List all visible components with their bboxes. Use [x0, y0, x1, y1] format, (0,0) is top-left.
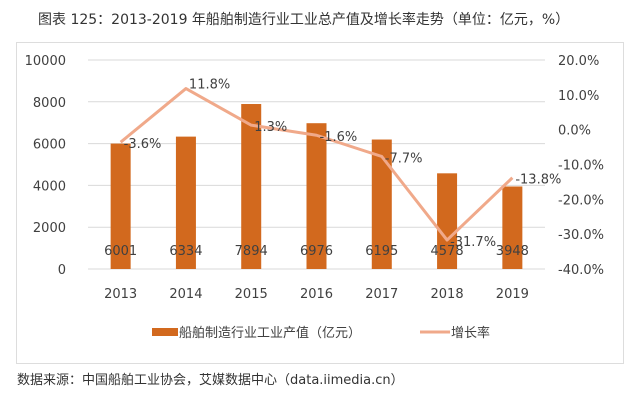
line-value-label: -1.6% [320, 130, 358, 145]
line-value-label: 1.3% [254, 120, 287, 135]
x-tick-label: 2014 [169, 287, 202, 302]
line-value-label: -7.7% [385, 151, 423, 166]
growth-rate-line [119, 87, 514, 242]
y-right-tick-label: -40.0% [558, 263, 604, 278]
bar-value-label: 3948 [496, 244, 529, 259]
y-left-tick-label: 0 [58, 263, 66, 278]
bar-value-label: 7894 [235, 244, 268, 259]
bar-value-label: 6334 [169, 244, 202, 259]
legend-bar-label: 船舶制造行业工业产值（亿元） [179, 325, 361, 341]
x-tick-label: 2016 [300, 287, 333, 302]
line-value-label: -13.8% [515, 173, 561, 188]
y-right-tick-label: -30.0% [558, 228, 604, 243]
source-note: 数据来源：中国船舶工业协会，艾媒数据中心（data.iimedia.cn） [17, 373, 404, 388]
chart-title: 图表 125：2013-2019 年船舶制造行业工业总产值及增长率走势（单位：亿… [38, 12, 570, 28]
x-tick-label: 2019 [496, 287, 529, 302]
y-right-tick-label: 0.0% [558, 124, 591, 139]
y-left-tick-label: 10000 [25, 54, 66, 69]
bar [110, 143, 131, 269]
legend-line-label: 增长率 [451, 325, 490, 341]
bar [241, 104, 262, 269]
x-tick-label: 2015 [235, 287, 268, 302]
bar-value-label: 6195 [365, 244, 398, 259]
y-left-tick-label: 2000 [33, 221, 66, 236]
x-tick-label: 2013 [104, 287, 137, 302]
bar [437, 173, 458, 269]
y-left-tick-label: 4000 [33, 179, 66, 194]
bar [502, 186, 523, 269]
y-right-tick-label: -20.0% [558, 193, 604, 208]
bar-value-label: 6976 [300, 244, 333, 259]
x-tick-label: 2017 [365, 287, 398, 302]
chart-frame [16, 42, 624, 364]
y-right-tick-label: 10.0% [558, 89, 599, 104]
bar-value-label: 6001 [104, 244, 137, 259]
y-right-tick-label: -10.0% [558, 159, 604, 174]
line-value-label: 11.8% [189, 78, 230, 93]
line-value-label: -3.6% [124, 137, 162, 152]
bar [371, 139, 392, 269]
bar [306, 123, 327, 269]
y-left-tick-label: 6000 [33, 138, 66, 153]
x-tick-label: 2018 [431, 287, 464, 302]
line-value-label: -31.7% [450, 235, 496, 250]
y-right-tick-label: 20.0% [558, 54, 599, 69]
bar-value-label: 4578 [431, 244, 464, 259]
y-left-tick-label: 8000 [33, 96, 66, 111]
legend-bar-swatch [152, 328, 178, 336]
bar [175, 136, 196, 269]
